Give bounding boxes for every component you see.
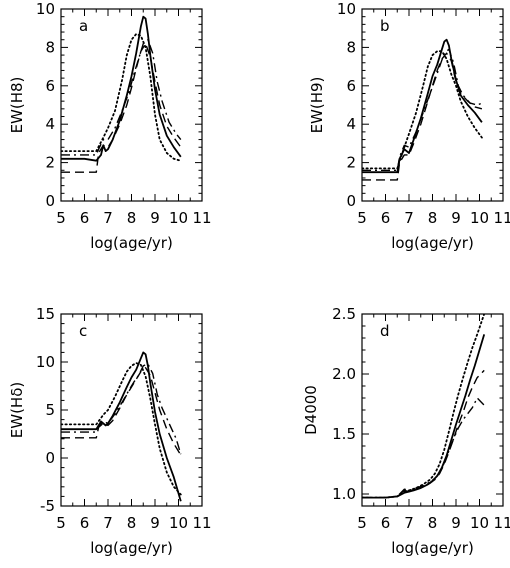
x-tick-label: 11 <box>192 209 211 227</box>
series-line-dashdot <box>61 39 182 156</box>
x-tick-label: 11 <box>493 209 510 227</box>
x-tick-label: 7 <box>103 209 113 227</box>
x-tick-label: 8 <box>127 514 137 532</box>
y-tick-label: 5 <box>45 401 55 419</box>
y-tick-label: 10 <box>36 353 55 371</box>
x-tick-label: 11 <box>493 514 510 532</box>
x-axis-title: log(age/yr) <box>391 234 474 252</box>
x-tick-label: 7 <box>103 514 113 532</box>
x-tick-label: 9 <box>451 209 461 227</box>
series-line-dashed <box>362 369 485 499</box>
x-tick-label: 9 <box>451 514 461 532</box>
series-line-dashed <box>61 42 182 173</box>
y-tick-label: 2 <box>45 154 55 172</box>
y-tick-label: 10 <box>36 0 55 18</box>
y-axis-title: EW(H8) <box>8 77 26 134</box>
series-line-solid <box>61 15 182 162</box>
x-tick-label: 7 <box>404 514 414 532</box>
series-line-dotted <box>362 314 486 499</box>
y-axis-title: EW(H9) <box>308 77 326 134</box>
y-tick-label: 2 <box>346 154 356 172</box>
x-tick-label: 10 <box>169 514 188 532</box>
y-tick-label: 1.5 <box>332 425 356 443</box>
x-tick-label: 8 <box>428 209 438 227</box>
x-tick-label: 6 <box>80 514 90 532</box>
x-tick-label: 9 <box>150 209 160 227</box>
x-tick-label: 11 <box>192 514 211 532</box>
x-tick-label: 5 <box>56 514 66 532</box>
y-tick-label: 2.5 <box>332 305 356 323</box>
series-line-solid <box>61 351 182 502</box>
series-line-dashdot <box>362 397 485 499</box>
series-line-solid <box>362 334 486 499</box>
y-tick-label: 8 <box>45 38 55 56</box>
y-tick-label: 4 <box>45 115 55 133</box>
y-axis-title: D4000 <box>302 385 320 435</box>
series-line-dashdot <box>362 48 483 172</box>
panel-d: 5 6 7 8 9 10 11 1.0 1.5 2.0 2.5 d log(age/yr) D4000 <box>302 305 510 557</box>
x-tick-label: 10 <box>470 209 489 227</box>
x-tick-label: 7 <box>404 209 414 227</box>
y-tick-label: -5 <box>40 497 55 515</box>
x-axis-title: log(age/yr) <box>90 234 173 252</box>
series-line-dashdot <box>61 363 182 455</box>
panel-label: c <box>79 322 87 340</box>
x-tick-label: 6 <box>80 209 90 227</box>
x-tick-label: 6 <box>381 514 391 532</box>
y-tick-label: 8 <box>346 38 356 56</box>
y-tick-label: 15 <box>36 305 55 323</box>
y-tick-label: 10 <box>337 0 356 18</box>
x-tick-label: 9 <box>150 514 160 532</box>
series-line-solid <box>362 38 483 174</box>
plot-frame <box>60 313 203 507</box>
x-tick-label: 10 <box>169 209 188 227</box>
y-tick-label: 6 <box>45 77 55 95</box>
panel-label: b <box>380 17 390 35</box>
x-axis-title: log(age/yr) <box>391 539 474 557</box>
y-tick-label: 0 <box>45 192 55 210</box>
y-tick-label: 4 <box>346 115 356 133</box>
x-tick-label: 5 <box>56 209 66 227</box>
panel-label: a <box>79 17 88 35</box>
series-line-dotted <box>61 33 182 162</box>
x-tick-label: 5 <box>357 209 367 227</box>
y-tick-label: 2.0 <box>332 365 356 383</box>
y-axis-title: EW(Hδ) <box>8 382 26 438</box>
series-line-dashed <box>362 52 483 181</box>
series-line-dotted <box>61 362 182 496</box>
x-tick-label: 6 <box>381 209 391 227</box>
x-tick-label: 5 <box>357 514 367 532</box>
y-tick-label: 1.0 <box>332 485 356 503</box>
y-tick-label: 6 <box>346 77 356 95</box>
x-tick-label: 10 <box>470 514 489 532</box>
x-tick-label: 8 <box>428 514 438 532</box>
y-tick-label: 0 <box>346 192 356 210</box>
series-line-dotted <box>362 50 483 170</box>
panel-label: d <box>380 322 390 340</box>
x-tick-label: 8 <box>127 209 137 227</box>
y-tick-label: 0 <box>45 449 55 467</box>
x-axis-title: log(age/yr) <box>90 539 173 557</box>
